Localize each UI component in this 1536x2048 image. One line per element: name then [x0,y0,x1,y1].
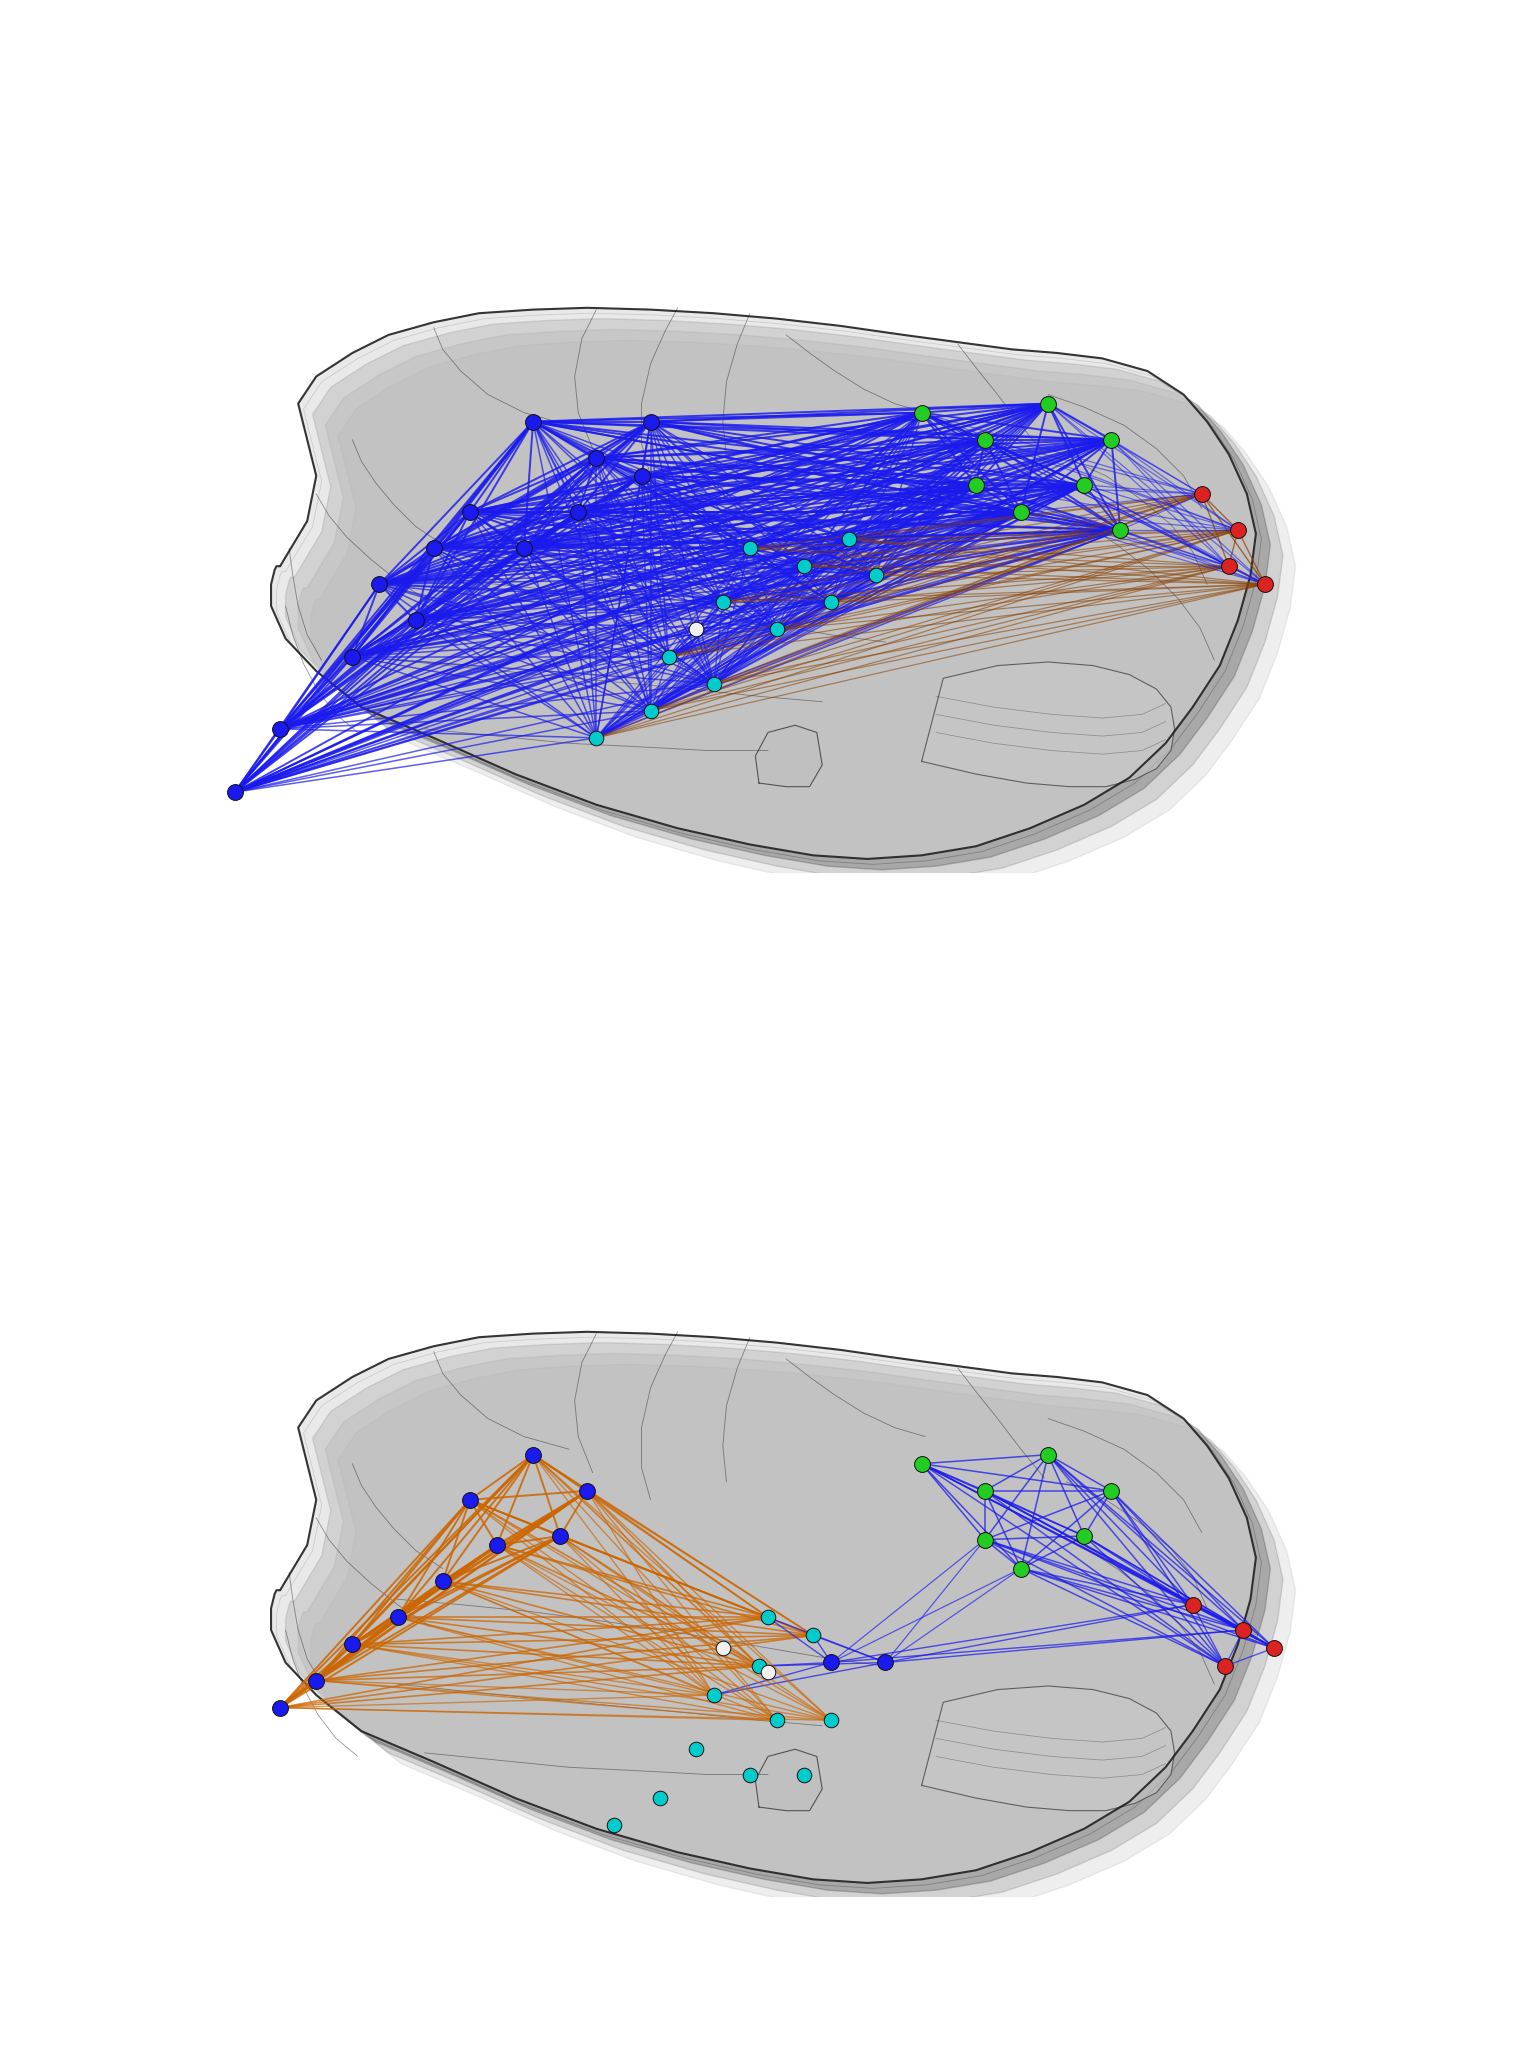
Point [1100,1475,1124,1507]
Polygon shape [298,1354,1283,1905]
Point [458,496,482,528]
Point [765,1704,790,1737]
Point [1261,1632,1286,1665]
Polygon shape [270,1331,1256,1882]
Polygon shape [756,1749,822,1810]
Point [267,1692,292,1724]
Point [972,424,997,457]
Point [793,1757,817,1790]
Point [793,549,817,582]
Point [548,1520,573,1552]
Point [304,1665,329,1698]
Point [1035,1438,1060,1470]
Point [837,522,862,555]
Point [972,1524,997,1556]
Polygon shape [922,662,1175,786]
Point [684,612,708,645]
Point [421,532,445,565]
Polygon shape [286,1343,1270,1894]
Point [1100,424,1124,457]
Point [1189,477,1213,510]
Point [972,1475,997,1507]
Point [765,612,790,645]
Polygon shape [270,307,1256,858]
Point [684,1733,708,1765]
Point [1072,1520,1097,1552]
Point [819,1647,843,1679]
Point [647,1782,671,1815]
Point [756,1655,780,1688]
Point [711,1632,736,1665]
Point [1009,496,1034,528]
Point [339,641,364,674]
Point [800,1620,825,1653]
Point [702,1679,727,1712]
Point [656,641,680,674]
Point [872,1647,897,1679]
Point [458,1483,482,1516]
Point [565,496,590,528]
Point [521,1438,545,1470]
Point [1253,567,1278,600]
Point [737,532,762,565]
Point [267,713,292,745]
Point [386,1602,410,1634]
Polygon shape [310,340,1296,891]
Point [963,469,988,502]
Point [584,721,608,754]
Point [511,532,536,565]
Point [485,1528,510,1561]
Point [1213,1651,1238,1683]
Point [630,459,654,492]
Point [639,406,664,438]
Point [909,1448,934,1481]
Point [1217,549,1241,582]
Polygon shape [286,319,1270,870]
Polygon shape [756,725,822,786]
Point [865,559,889,592]
Point [367,567,392,600]
Point [819,1704,843,1737]
Point [339,1628,364,1661]
Polygon shape [922,1686,1175,1810]
Polygon shape [298,330,1283,881]
Polygon shape [310,1364,1296,1915]
Point [584,442,608,475]
Point [574,1475,599,1507]
Point [756,1602,780,1634]
Point [639,694,664,727]
Point [1009,1552,1034,1585]
Point [1230,1614,1255,1647]
Point [711,586,736,618]
Point [223,776,247,809]
Point [1035,387,1060,420]
Point [737,1757,762,1790]
Point [404,604,429,637]
Point [602,1808,627,1841]
Point [746,1651,771,1683]
Point [1180,1589,1204,1622]
Point [1072,469,1097,502]
Point [1107,514,1132,547]
Point [819,586,843,618]
Point [909,395,934,428]
Point [702,668,727,700]
Point [521,406,545,438]
Point [1226,514,1250,547]
Point [430,1565,455,1597]
